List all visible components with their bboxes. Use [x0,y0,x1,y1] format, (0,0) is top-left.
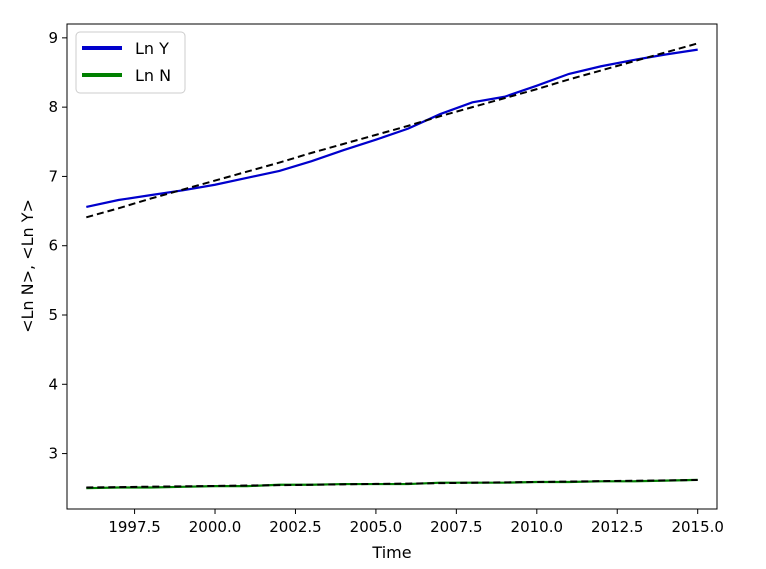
y-tick-label: 3 [48,445,58,463]
y-axis-ticks: 3 4 5 6 7 8 9 [48,29,67,463]
y-tick-label: 4 [48,375,58,393]
series-line-0 [86,48,698,208]
y-axis-label: <Ln N>, <Ln Y> [18,199,37,333]
x-tick-label: 2007.5 [430,518,483,536]
x-tick-label: 1997.5 [108,518,161,536]
legend-label: Ln N [135,66,171,85]
y-tick-label: 6 [48,237,58,255]
x-tick-label: 2002.5 [269,518,322,536]
x-tick-label: 2015.0 [671,518,724,536]
x-tick-label: 2012.5 [591,518,644,536]
trend-line-3 [86,478,698,489]
y-tick-label: 7 [48,167,58,185]
x-axis-label: Time [371,543,411,562]
x-tick-label: 2000.0 [189,518,242,536]
x-tick-label: 2010.0 [511,518,564,536]
plot-frame [66,23,718,510]
y-tick-label: 8 [48,98,58,116]
plot-lines [86,42,698,490]
x-axis-ticks: 1997.5 2000.0 2002.5 2005.0 2007.5 2010.0 2012… [108,509,724,536]
x-tick-label: 2005.0 [350,518,403,536]
legend: Ln Y Ln N [75,31,186,94]
y-tick-label: 5 [48,306,58,324]
trend-line-2 [86,42,698,219]
legend-label: Ln Y [135,39,169,58]
y-tick-label: 9 [48,29,58,47]
